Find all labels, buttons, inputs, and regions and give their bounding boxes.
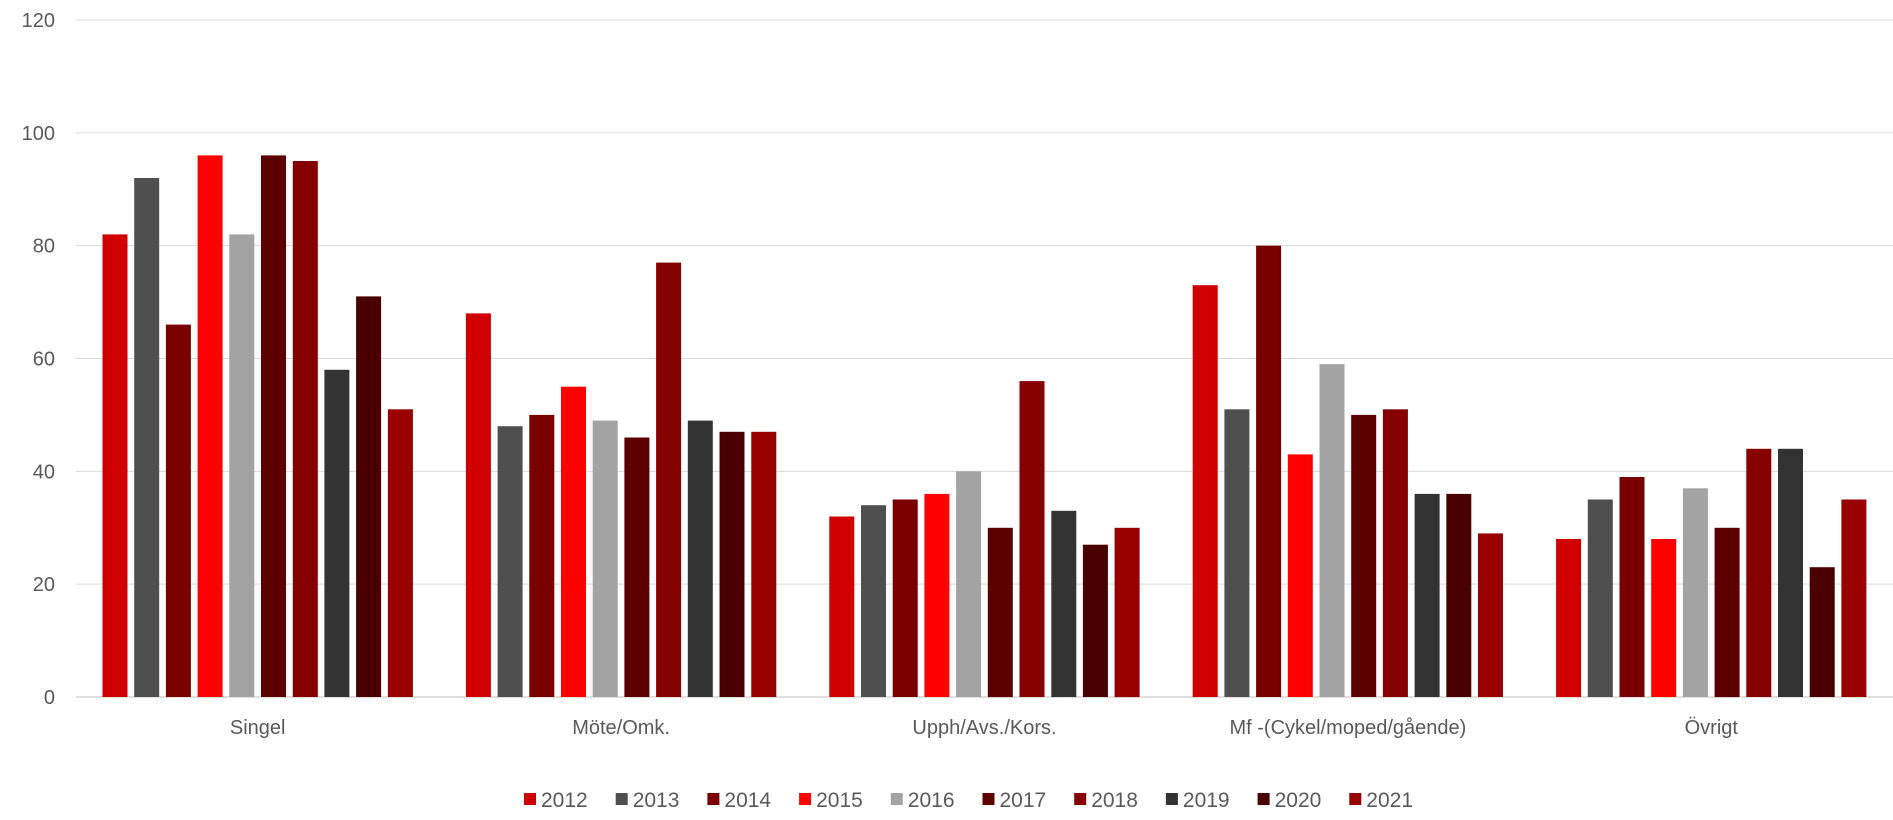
bar: [292, 161, 318, 697]
legend-label: 2018: [1091, 789, 1138, 812]
bar: [1192, 285, 1218, 697]
y-tick-label: 20: [33, 574, 55, 596]
legend-label: 2020: [1275, 789, 1322, 812]
bar: [592, 420, 618, 697]
bar: [719, 431, 745, 697]
x-axis: Singel Möte/Omk. Upph/Avs./Kors. Mf -(Cykel…: [230, 717, 1739, 739]
bar: [1682, 488, 1708, 697]
legend-label: 2016: [908, 789, 955, 812]
bar: [1224, 409, 1250, 697]
bar: [861, 505, 886, 697]
bar: [1382, 409, 1408, 697]
x-tick-label: Mf -(Cykel/moped/gående): [1230, 717, 1467, 739]
legend-label: 2014: [724, 789, 771, 812]
bar: [1587, 499, 1613, 697]
y-tick-label: 0: [44, 687, 55, 709]
bar: [134, 178, 160, 697]
x-tick-label: Övrigt: [1685, 717, 1739, 739]
legend-label: 2021: [1366, 789, 1413, 812]
bar: [687, 420, 713, 697]
bar: [1082, 544, 1108, 697]
y-tick-label: 100: [22, 123, 55, 145]
legend-swatch: [615, 793, 628, 805]
bar: [1556, 539, 1582, 697]
bar: [751, 431, 777, 697]
bar: [229, 234, 255, 697]
x-tick-label: Upph/Avs./Kors.: [912, 717, 1056, 739]
bar: [1778, 448, 1803, 697]
bar: [1746, 448, 1772, 697]
bar: [102, 234, 128, 697]
legend-swatch: [1074, 793, 1087, 805]
bar: [261, 155, 286, 697]
x-tick-label: Möte/Omk.: [572, 717, 670, 739]
bar: [1446, 493, 1472, 697]
y-tick-label: 60: [33, 349, 55, 371]
bar: [1478, 533, 1503, 697]
bar: [987, 527, 1013, 698]
bar: [656, 262, 682, 697]
legend-swatch: [1165, 793, 1178, 805]
bar: [1414, 493, 1440, 697]
bar: [387, 409, 413, 697]
bar: [624, 437, 650, 697]
legend: 2012 2013 2014 2015 2016 2017 2018 2019 2020 2021: [524, 789, 1413, 812]
legend-label: 2019: [1183, 789, 1230, 812]
legend-label: 2017: [1000, 789, 1047, 812]
bar: [1714, 527, 1740, 698]
y-tick-label: 120: [22, 10, 55, 32]
bar: [924, 493, 950, 697]
bar: [356, 296, 382, 697]
bar: [1651, 539, 1677, 697]
bar: [165, 324, 191, 697]
legend-swatch: [1349, 793, 1362, 805]
bar: [465, 313, 491, 697]
bar: [1051, 510, 1077, 697]
bar: [1287, 454, 1313, 697]
y-tick-label: 80: [33, 236, 55, 258]
bar: [892, 499, 918, 697]
bars: [102, 155, 1867, 698]
bar: [324, 369, 350, 697]
legend-swatch: [890, 793, 903, 805]
bar: [529, 414, 555, 697]
legend-swatch: [1257, 793, 1270, 805]
legend-label: 2012: [541, 789, 588, 812]
bar: [1841, 499, 1867, 697]
bar: [497, 426, 523, 697]
legend-swatch: [982, 793, 995, 805]
bar: [1809, 567, 1835, 697]
bar: [829, 516, 855, 697]
bar: [956, 471, 982, 697]
legend-label: 2015: [816, 789, 863, 812]
bar: [1019, 381, 1045, 697]
bar: [197, 155, 223, 697]
x-tick-label: Singel: [230, 717, 286, 739]
bar: [1114, 527, 1140, 698]
bar: [1319, 364, 1345, 697]
bar: [1256, 245, 1282, 697]
y-tick-label: 40: [33, 461, 55, 483]
legend-swatch: [799, 793, 812, 805]
bar: [1351, 414, 1377, 697]
legend-swatch: [524, 793, 536, 805]
bar: [561, 386, 586, 697]
bar: [1619, 477, 1645, 697]
legend-label: 2013: [633, 789, 680, 812]
legend-swatch: [707, 793, 720, 805]
y-axis: 0 20 40 60 80 100 120: [22, 10, 55, 709]
